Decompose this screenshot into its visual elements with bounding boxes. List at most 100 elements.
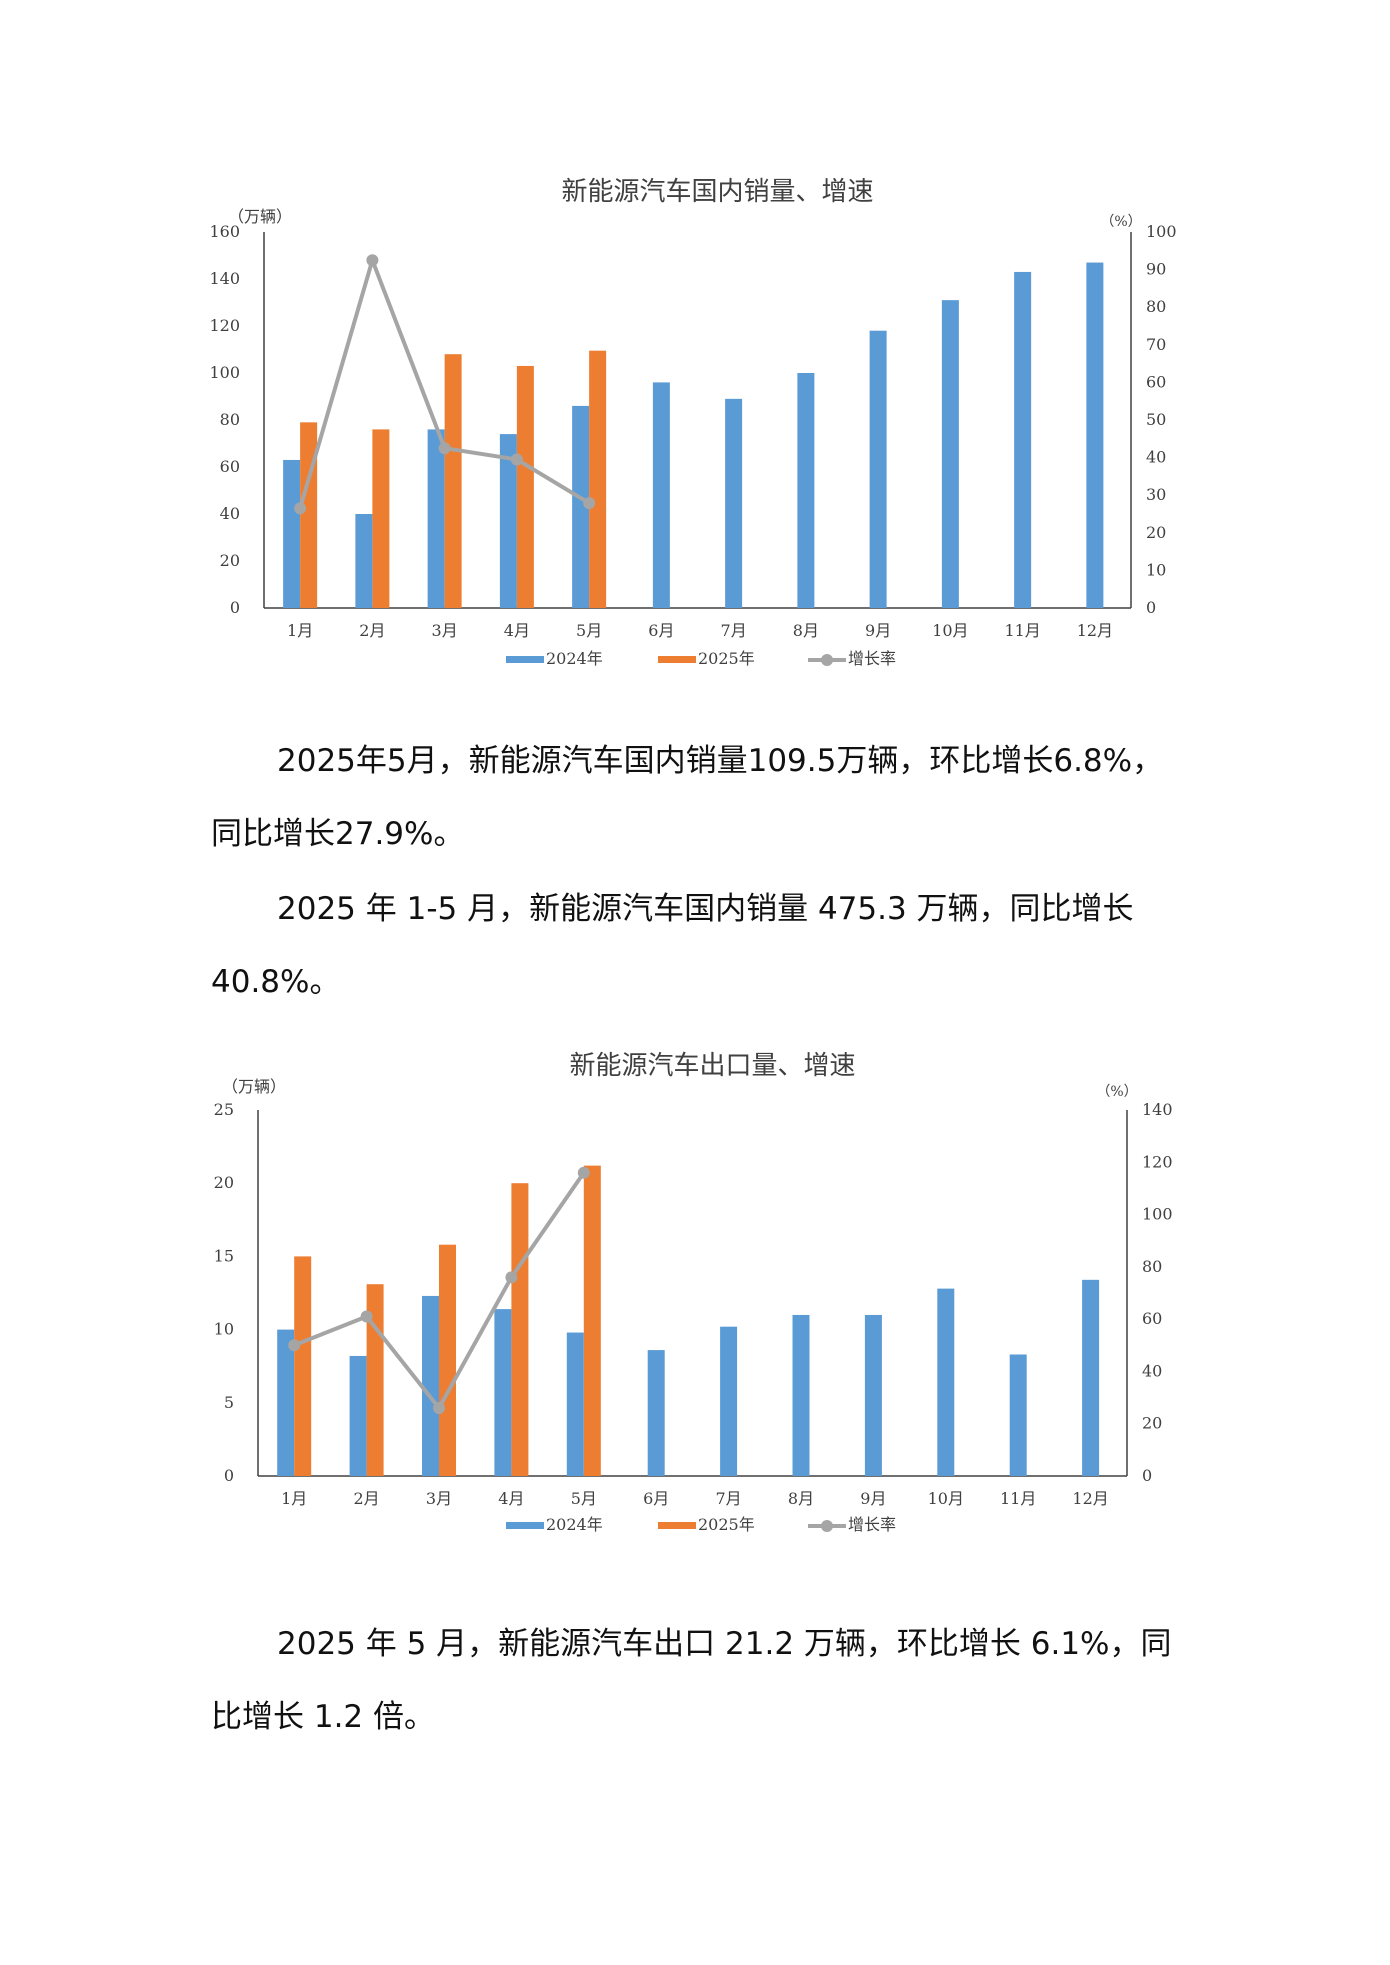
right-tick-label: 100 xyxy=(1142,1205,1173,1224)
bar-2024 xyxy=(1086,262,1104,608)
bar-2024 xyxy=(797,373,815,608)
right-tick-label: 10 xyxy=(1146,560,1166,579)
x-tick-label: 9月 xyxy=(865,621,891,640)
chart-title: 新能源汽车出口量、增速 xyxy=(569,1051,855,1081)
bar-2024 xyxy=(647,1350,665,1476)
right-tick-label: 90 xyxy=(1146,260,1166,279)
bar-2025 xyxy=(516,365,534,608)
right-tick-label: 0 xyxy=(1146,598,1156,617)
left-tick-label: 120 xyxy=(209,316,240,335)
x-tick-label: 8月 xyxy=(788,1489,814,1508)
bar-2024 xyxy=(349,1355,367,1476)
bar-2025 xyxy=(511,1183,529,1476)
bar-2024 xyxy=(499,434,517,608)
x-tick-label: 3月 xyxy=(432,621,458,640)
bar-2024 xyxy=(725,398,743,608)
bar-2024 xyxy=(652,382,670,608)
right-tick-label: 50 xyxy=(1146,410,1166,429)
right-tick-label: 140 xyxy=(1142,1100,1173,1119)
growth-rate-point xyxy=(288,1339,301,1352)
left-tick-label: 60 xyxy=(220,457,240,476)
growth-rate-point xyxy=(366,254,379,267)
right-tick-label: 20 xyxy=(1146,523,1166,542)
bar-2025 xyxy=(589,350,607,608)
left-tick-label: 0 xyxy=(224,1466,234,1485)
growth-rate-point xyxy=(438,442,451,455)
x-tick-label: 5月 xyxy=(576,621,602,640)
x-tick-label: 8月 xyxy=(793,621,819,640)
bar-2024 xyxy=(355,514,373,608)
bar-2024 xyxy=(1014,271,1032,608)
left-tick-label: 100 xyxy=(209,363,240,382)
export-chart: 新能源汽车出口量、增速 （万辆） （%） 0 5 10 15 20 25 0 20 40 60 80 100… xyxy=(0,1030,1390,1550)
bar-2025 xyxy=(300,422,318,608)
left-tick-label: 140 xyxy=(209,269,240,288)
x-tick-label: 4月 xyxy=(504,621,530,640)
legend-swatch-rate-point xyxy=(821,654,833,666)
left-tick-label: 160 xyxy=(209,222,240,241)
right-tick-label: 40 xyxy=(1146,448,1166,467)
x-tick-label: 12月 xyxy=(1077,621,1113,640)
x-tick-label: 11月 xyxy=(1000,1489,1036,1508)
bar-2024 xyxy=(1009,1354,1027,1476)
right-axis-unit: （%） xyxy=(1096,1084,1137,1100)
x-tick-label: 10月 xyxy=(928,1489,964,1508)
chart-title: 新能源汽车国内销量、增速 xyxy=(561,177,873,207)
bar-2024 xyxy=(864,1314,882,1476)
x-tick-label: 1月 xyxy=(287,621,313,640)
left-tick-label: 25 xyxy=(214,1100,234,1119)
right-tick-label: 40 xyxy=(1142,1361,1162,1380)
bar-2024 xyxy=(566,1332,584,1476)
right-tick-label: 80 xyxy=(1142,1257,1162,1276)
right-tick-label: 70 xyxy=(1146,335,1166,354)
bar-2024 xyxy=(792,1314,810,1476)
paragraph-domestic-jan-may: 2025 年 1-5 月，新能源汽车国内销量 475.3 万辆，同比增长 40.… xyxy=(211,891,1134,1000)
bar-2024 xyxy=(494,1309,512,1476)
growth-rate-point xyxy=(294,502,307,515)
right-tick-label: 80 xyxy=(1146,297,1166,316)
bar-2024 xyxy=(869,330,887,608)
left-axis-unit: （万辆） xyxy=(228,207,292,226)
paragraph-export-may: 2025 年 5 月，新能源汽车出口 21.2 万辆，环比增长 6.1%，同比增… xyxy=(211,1626,1172,1735)
bar-2024 xyxy=(277,1329,295,1476)
bar-2025 xyxy=(294,1256,312,1476)
left-tick-label: 20 xyxy=(220,551,240,570)
x-tick-label: 12月 xyxy=(1072,1489,1108,1508)
growth-rate-point xyxy=(510,453,523,466)
bar-2025 xyxy=(444,354,462,608)
bar-2024 xyxy=(1082,1279,1100,1476)
left-tick-label: 10 xyxy=(214,1320,234,1339)
legend-label-rate: 增长率 xyxy=(848,649,896,668)
legend-swatch-2025 xyxy=(658,656,696,663)
growth-rate-point xyxy=(583,497,596,510)
domestic-sales-chart: 新能源汽车国内销量、增速 （万辆） （%） 0 20 40 60 80 100 120 140 160… xyxy=(0,170,1390,690)
left-tick-label: 0 xyxy=(230,598,240,617)
right-tick-label: 30 xyxy=(1146,485,1166,504)
x-tick-label: 2月 xyxy=(359,621,385,640)
right-tick-label: 120 xyxy=(1142,1152,1173,1171)
growth-rate-point xyxy=(433,1402,445,1415)
x-tick-label: 7月 xyxy=(721,621,747,640)
right-tick-label: 100 xyxy=(1146,222,1177,241)
left-tick-label: 40 xyxy=(220,504,240,523)
domestic-sales-chart-svg: 新能源汽车国内销量、增速（万辆） （%）020406080100120140160… xyxy=(209,177,1177,668)
bar-2025 xyxy=(583,1165,601,1476)
legend-swatch-2025 xyxy=(658,1522,696,1529)
growth-rate-point xyxy=(360,1310,373,1323)
x-tick-label: 9月 xyxy=(860,1489,886,1508)
x-tick-label: 5月 xyxy=(571,1489,597,1508)
x-tick-label: 2月 xyxy=(354,1489,380,1508)
bar-2024 xyxy=(283,459,301,608)
bar-2024 xyxy=(941,300,959,608)
right-tick-label: 20 xyxy=(1142,1414,1162,1433)
legend-label-2024: 2024年 xyxy=(546,1515,603,1534)
legend-label-2024: 2024年 xyxy=(546,649,603,668)
x-tick-label: 11月 xyxy=(1004,621,1040,640)
bar-2024 xyxy=(937,1288,955,1476)
growth-rate-point xyxy=(577,1166,590,1179)
left-tick-label: 80 xyxy=(220,410,240,429)
x-tick-label: 10月 xyxy=(932,621,968,640)
right-tick-label: 0 xyxy=(1142,1466,1152,1485)
paragraph-domestic-may: 2025年5月，新能源汽车国内销量109.5万辆，环比增长6.8%，同比增长27… xyxy=(211,743,1164,852)
bar-2024 xyxy=(720,1326,738,1476)
